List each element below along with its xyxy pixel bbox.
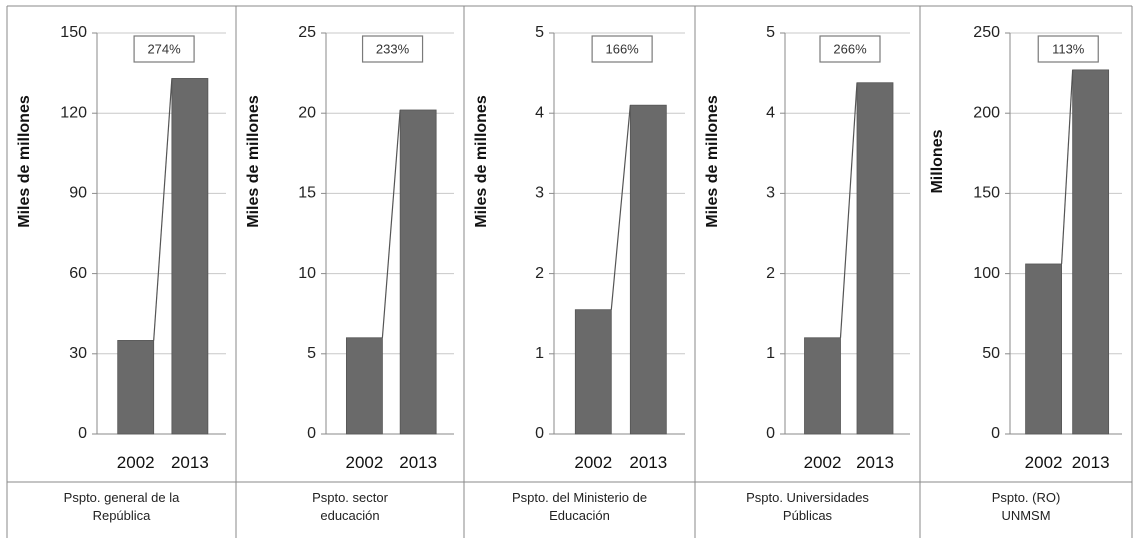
panel-caption-line: República <box>93 508 152 523</box>
chart-panel-1: 0 30 60 90 120 150 Miles de millones 2002 2013 27… <box>16 24 226 523</box>
y-axis-label: Miles de millones <box>473 95 490 228</box>
y-tick-label: 4 <box>535 104 544 121</box>
y-axis-label: Miles de millones <box>704 95 721 228</box>
y-axis-label: Miles de millones <box>16 95 33 228</box>
growth-connector-line <box>381 109 401 338</box>
bar-2013 <box>171 78 209 435</box>
chart-panel-3: 0 1 2 3 4 5 Miles de millones 2002 2013 166% Pspto… <box>473 24 685 523</box>
growth-badge-label: 166% <box>605 41 639 56</box>
bar-2002 <box>345 337 383 435</box>
x-tick-label: 2013 <box>1072 453 1110 472</box>
bar-2002 <box>804 337 841 435</box>
x-tick-label: 2013 <box>399 453 437 472</box>
bar-2013 <box>1072 69 1110 435</box>
panel-caption-line: Educación <box>549 508 610 523</box>
growth-connector-line <box>153 78 173 341</box>
growth-connector-line <box>839 82 858 338</box>
panel-caption-line: Pspto. sector <box>312 490 389 505</box>
x-tick-label: 2013 <box>629 453 667 472</box>
y-axis-label: Miles de millones <box>245 95 262 228</box>
chart-panel-2: 0 5 10 15 20 25 Miles de millones 2002 2013 233% P… <box>245 24 454 523</box>
y-tick-label: 50 <box>982 345 1000 362</box>
y-tick-label: 1 <box>766 345 775 362</box>
growth-badge-label: 113% <box>1052 41 1085 56</box>
panel-caption-line: UNMSM <box>1001 508 1050 523</box>
y-tick-label: 250 <box>973 24 1000 41</box>
bar-2013 <box>856 82 894 435</box>
growth-badge-label: 233% <box>376 41 410 56</box>
y-tick-label: 15 <box>298 185 316 202</box>
growth-connector-line <box>1061 69 1074 265</box>
chart-panel-5: 0 50 100 150 200 250 Millones 2002 2013 113% Pspto… <box>929 24 1122 523</box>
growth-connector-line <box>610 105 631 310</box>
bar-2013 <box>629 104 667 435</box>
growth-badge <box>1037 35 1099 63</box>
growth-badge <box>133 35 195 63</box>
y-tick-label: 30 <box>69 345 87 362</box>
x-tick-label: 2013 <box>856 453 894 472</box>
growth-badge-label: 274% <box>147 41 181 56</box>
y-tick-label: 3 <box>766 185 775 202</box>
y-tick-label: 0 <box>307 425 316 442</box>
y-tick-label: 150 <box>60 24 87 41</box>
panel-caption-line: Públicas <box>783 508 833 523</box>
y-tick-label: 2 <box>766 265 775 282</box>
y-tick-label: 4 <box>766 104 775 121</box>
y-tick-label: 5 <box>766 24 775 41</box>
y-tick-label: 2 <box>535 265 544 282</box>
x-tick-label: 2002 <box>804 453 842 472</box>
bar-2002 <box>574 309 612 435</box>
y-tick-label: 120 <box>60 104 87 121</box>
bar-2002 <box>117 340 155 435</box>
y-tick-label: 20 <box>298 104 316 121</box>
y-tick-label: 5 <box>307 345 316 362</box>
panel-caption-line: Pspto. general de la <box>64 490 180 505</box>
y-tick-label: 25 <box>298 24 316 41</box>
y-tick-label: 0 <box>535 425 544 442</box>
panel-caption-line: educación <box>320 508 379 523</box>
x-tick-label: 2002 <box>117 453 155 472</box>
y-tick-label: 0 <box>766 425 775 442</box>
panel-caption-line: Pspto. Universidades <box>746 490 869 505</box>
bar-2013 <box>399 109 437 435</box>
panel-caption-line: Pspto. del Ministerio de <box>512 490 647 505</box>
y-axis-label: Millones <box>929 129 946 193</box>
y-tick-label: 0 <box>991 425 1000 442</box>
y-tick-label: 3 <box>535 185 544 202</box>
y-tick-label: 200 <box>973 104 1000 121</box>
x-tick-label: 2002 <box>345 453 383 472</box>
panel-caption-line: Pspto. (RO) <box>992 490 1061 505</box>
growth-badge <box>591 35 653 63</box>
x-tick-label: 2002 <box>1025 453 1063 472</box>
bar-2002 <box>1025 263 1062 435</box>
y-tick-label: 100 <box>973 265 1000 282</box>
x-tick-label: 2013 <box>171 453 209 472</box>
chart-panel-4: 0 1 2 3 4 5 Miles de millones 2002 2013 266% Pspto… <box>704 24 910 523</box>
growth-badge-label: 266% <box>833 41 867 56</box>
growth-badge <box>361 35 424 63</box>
y-tick-label: 10 <box>298 265 316 282</box>
y-tick-label: 60 <box>69 265 87 282</box>
y-tick-label: 1 <box>535 345 544 362</box>
growth-badge <box>819 35 881 63</box>
y-tick-label: 5 <box>535 24 544 41</box>
y-tick-label: 90 <box>69 185 87 202</box>
x-tick-label: 2002 <box>574 453 612 472</box>
y-tick-label: 150 <box>973 185 1000 202</box>
y-tick-label: 0 <box>78 425 87 442</box>
